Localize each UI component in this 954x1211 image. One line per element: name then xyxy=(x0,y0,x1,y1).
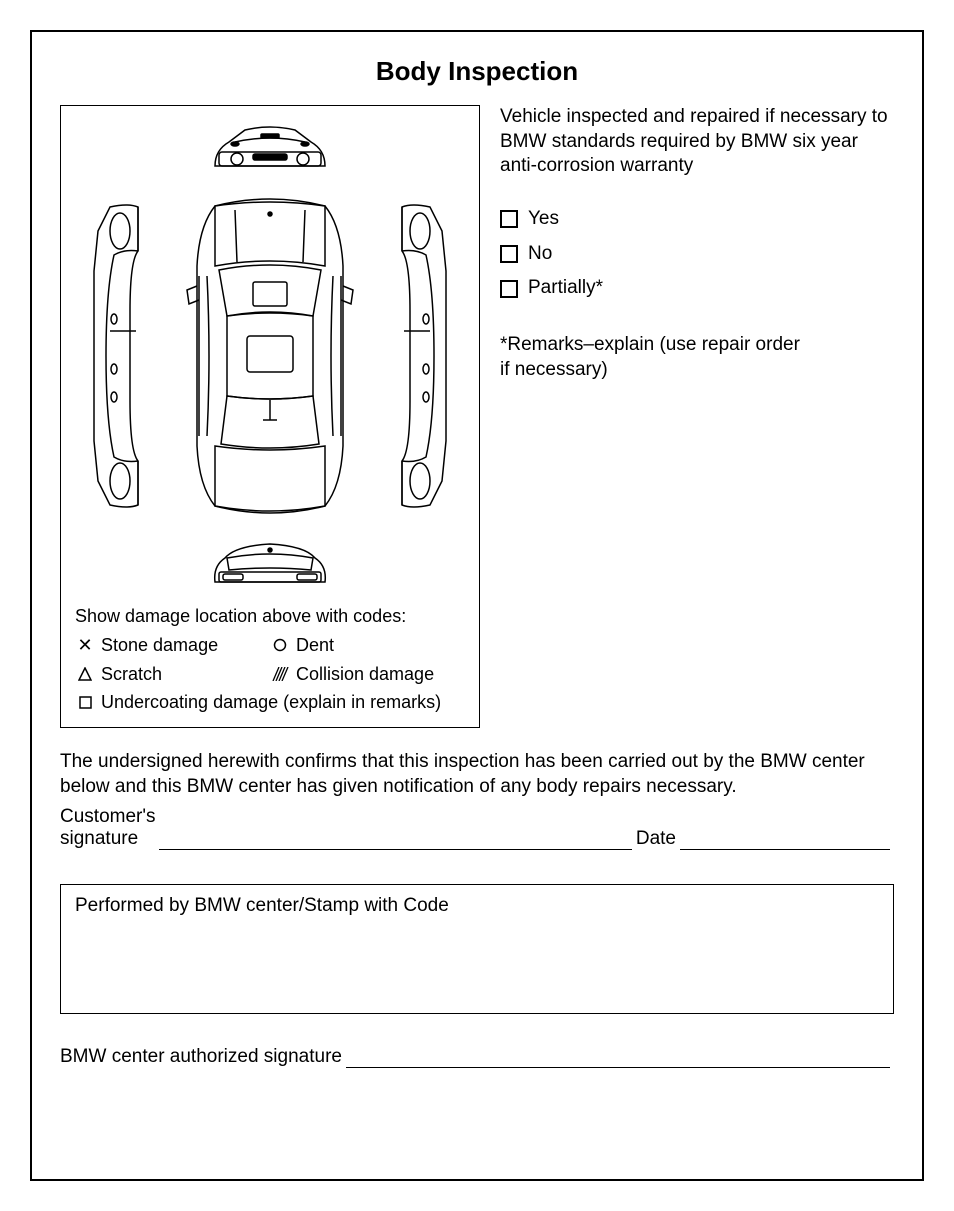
date-line[interactable] xyxy=(680,829,890,850)
car-left-side-view xyxy=(80,201,150,511)
inspection-form: Body Inspection xyxy=(30,30,924,1181)
legend-heading: Show damage location above with codes: xyxy=(75,602,465,631)
checkbox-icon[interactable] xyxy=(500,280,518,298)
authorized-signature-row: BMW center authorized signature xyxy=(60,1046,894,1068)
stamp-label: Performed by BMW center/Stamp with Code xyxy=(75,895,449,916)
legend-scratch: Scratch xyxy=(75,660,270,689)
page-title: Body Inspection xyxy=(60,56,894,87)
authorized-signature-label: BMW center authorized signature xyxy=(60,1046,342,1068)
option-partially[interactable]: Partially* xyxy=(500,276,894,301)
hatch-icon xyxy=(270,667,290,681)
remarks-area[interactable] xyxy=(500,383,894,603)
car-top-view xyxy=(185,186,355,526)
car-front-view xyxy=(205,120,335,176)
square-icon xyxy=(75,696,95,709)
top-section: Show damage location above with codes: ✕… xyxy=(60,105,894,728)
date-label: Date xyxy=(636,828,676,850)
option-no[interactable]: No xyxy=(500,242,894,267)
legend-undercoat: Undercoating damage (explain in remarks) xyxy=(75,688,465,717)
vehicle-diagram-panel: Show damage location above with codes: ✕… xyxy=(60,105,480,728)
car-views-grid xyxy=(75,120,465,592)
triangle-icon xyxy=(75,667,95,681)
checkbox-icon[interactable] xyxy=(500,210,518,228)
car-rear-view xyxy=(205,536,335,592)
cross-icon: ✕ xyxy=(75,631,95,660)
confirmation-text: The undersigned herewith confirms that t… xyxy=(60,750,894,799)
damage-legend: Show damage location above with codes: ✕… xyxy=(75,602,465,717)
inspection-status-panel: Vehicle inspected and repaired if necess… xyxy=(480,105,894,728)
authorized-signature-line[interactable] xyxy=(346,1047,890,1068)
customer-signature-line[interactable] xyxy=(159,829,631,850)
legend-dent: Dent xyxy=(270,631,465,660)
checkbox-icon[interactable] xyxy=(500,245,518,263)
stamp-box[interactable]: Performed by BMW center/Stamp with Code xyxy=(60,884,894,1014)
legend-collision: Collision damage xyxy=(270,660,465,689)
option-yes[interactable]: Yes xyxy=(500,207,894,232)
customer-signature-row: Customer's signature Date xyxy=(60,806,894,850)
intro-text: Vehicle inspected and repaired if necess… xyxy=(500,105,894,179)
remarks-label: *Remarks–explain (use repair order if ne… xyxy=(500,333,894,382)
circle-icon xyxy=(270,638,290,652)
customer-signature-label: Customer's signature xyxy=(60,806,155,850)
legend-stone: ✕ Stone damage xyxy=(75,631,270,660)
car-right-side-view xyxy=(390,201,460,511)
